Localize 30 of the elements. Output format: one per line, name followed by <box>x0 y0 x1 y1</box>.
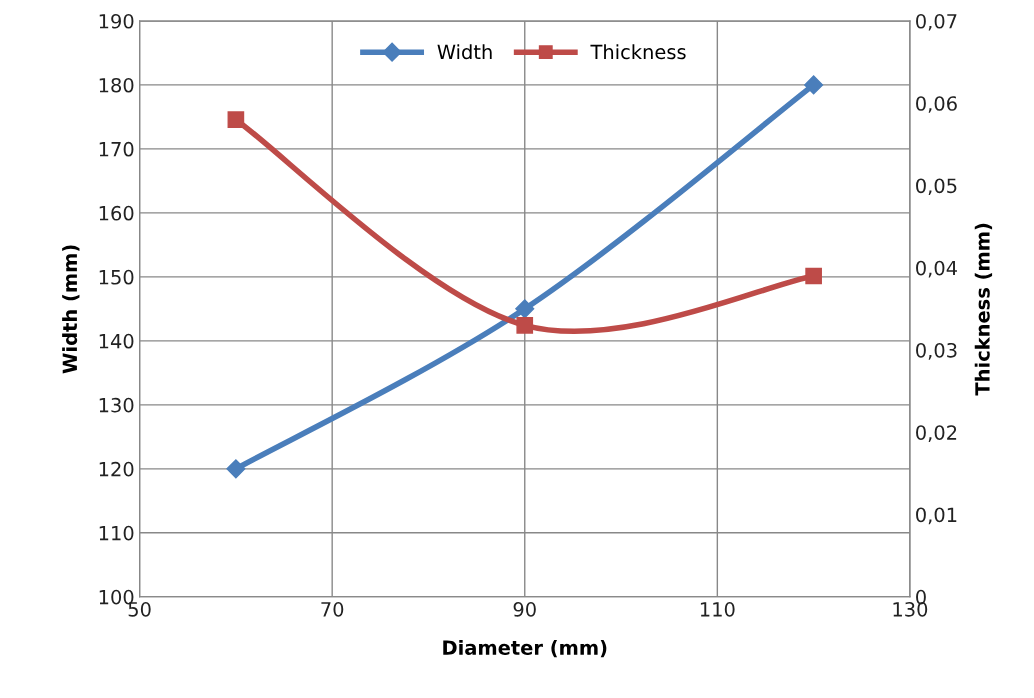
y-tick-label: 190 <box>99 13 134 29</box>
x-tick-label: 90 <box>513 601 536 617</box>
point <box>227 111 245 128</box>
y2-tick-label: 0,01 <box>916 507 957 525</box>
y-tick-label: 150 <box>99 269 134 285</box>
point <box>226 459 246 479</box>
point <box>515 299 535 319</box>
y-tick-label: 110 <box>99 525 134 541</box>
y-axis-title: Width (mm) <box>62 245 80 374</box>
point <box>516 316 534 334</box>
y-tick-label: 170 <box>99 141 134 157</box>
x-tick-label: 70 <box>321 601 344 617</box>
y2-tick-label: 0,04 <box>916 260 957 278</box>
x-axis-title: Diameter (mm) <box>443 639 607 658</box>
y-tick-label: 130 <box>99 397 134 413</box>
y2-tick-label: 0,03 <box>916 342 957 360</box>
y2-tick-label: 0,05 <box>916 178 957 196</box>
y2-tick-label: 0,07 <box>916 13 957 31</box>
point <box>804 75 824 95</box>
y-tick-label: 120 <box>99 461 134 477</box>
y2-axis-title: Thickness (mm) <box>974 223 993 396</box>
y2-tick-label: 0,02 <box>916 425 957 442</box>
legend-label: Width <box>437 44 492 60</box>
y-tick-label: 180 <box>99 77 134 93</box>
x-tick-label: 110 <box>700 601 735 617</box>
y-tick-label: 160 <box>99 205 134 221</box>
y2-tick-label: 0,06 <box>916 96 957 113</box>
legend-label: Thickness <box>590 44 686 60</box>
point <box>805 267 822 285</box>
y-tick-label: 140 <box>99 333 134 349</box>
